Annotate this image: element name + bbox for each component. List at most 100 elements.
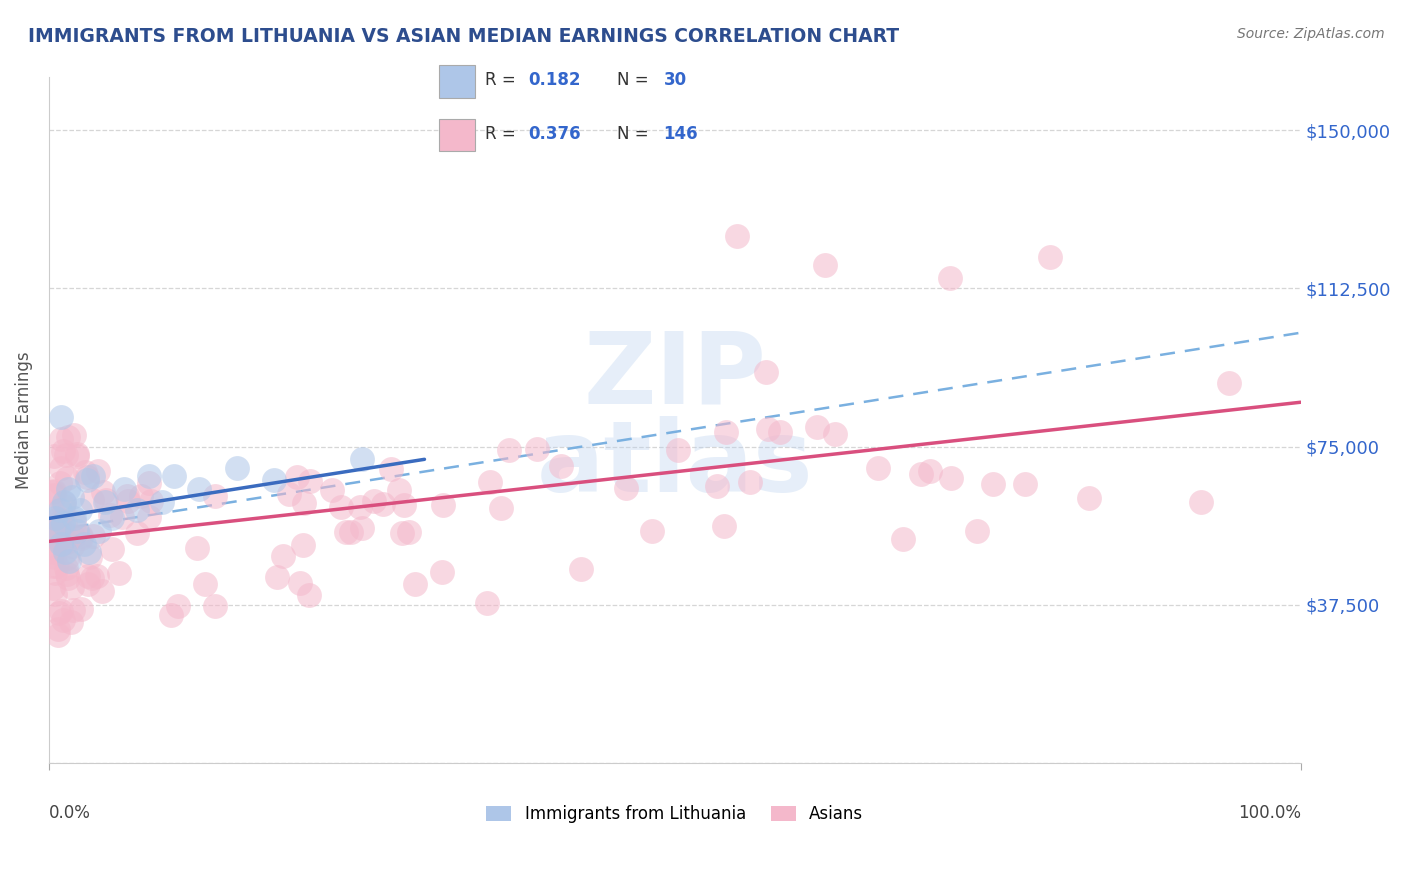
Point [53, 496, 76, 510]
Point [910, 467, 932, 481]
Point [55, 561, 77, 575]
Point [65, 524, 87, 538]
Point [569, 561, 592, 575]
Point [115, 490, 138, 504]
Point [56, 482, 79, 496]
Text: 0.376: 0.376 [529, 125, 581, 143]
Point [117, 493, 139, 508]
Point [349, 500, 371, 514]
Point [51, 515, 73, 529]
Point [138, 509, 160, 524]
Point [939, 271, 962, 285]
Point [56, 430, 79, 444]
Point [266, 570, 288, 584]
Point [46, 524, 69, 538]
Point [108, 566, 131, 580]
Point [526, 442, 548, 456]
Point [55, 448, 77, 462]
Point [432, 498, 454, 512]
Point [806, 419, 828, 434]
Point [641, 524, 664, 538]
Point [66, 450, 89, 464]
Point [51, 537, 73, 551]
Text: N =: N = [617, 71, 654, 89]
Point [46, 628, 69, 642]
Point [70, 529, 93, 543]
Point [292, 496, 315, 510]
Point [204, 599, 226, 613]
Point [404, 577, 426, 591]
Point [394, 498, 416, 512]
Point [51, 410, 73, 425]
Point [52, 443, 75, 458]
Point [1039, 250, 1062, 264]
Point [755, 365, 778, 379]
FancyBboxPatch shape [439, 119, 475, 151]
Point [53, 516, 76, 530]
Point [150, 494, 173, 508]
Point [498, 443, 520, 458]
Text: 0.0%: 0.0% [49, 805, 91, 822]
Text: N =: N = [617, 125, 654, 143]
Point [188, 482, 211, 496]
Point [42, 449, 65, 463]
Point [63, 511, 86, 525]
Point [60, 491, 83, 505]
Point [42, 550, 65, 565]
Point [46, 531, 69, 545]
Text: 30: 30 [664, 71, 686, 89]
Point [125, 525, 148, 540]
Point [966, 524, 988, 538]
Point [814, 258, 837, 272]
Text: R =: R = [485, 71, 522, 89]
Text: IMMIGRANTS FROM LITHUANIA VS ASIAN MEDIAN EARNINGS CORRELATION CHART: IMMIGRANTS FROM LITHUANIA VS ASIAN MEDIA… [28, 27, 900, 45]
FancyBboxPatch shape [439, 65, 475, 98]
Point [48, 525, 70, 540]
Point [388, 483, 411, 497]
Point [263, 474, 285, 488]
Point [112, 482, 135, 496]
Point [292, 538, 315, 552]
Point [983, 477, 1005, 491]
Point [44, 511, 66, 525]
Point [87, 524, 110, 538]
Point [186, 541, 208, 555]
Point [918, 464, 941, 478]
Point [66, 447, 89, 461]
Point [79, 550, 101, 565]
Point [160, 608, 183, 623]
Point [42, 559, 65, 574]
Point [48, 622, 70, 636]
Point [62, 515, 84, 529]
Point [285, 470, 308, 484]
Point [42, 528, 65, 542]
Point [350, 452, 373, 467]
Point [278, 487, 301, 501]
Point [55, 470, 77, 484]
Point [62, 603, 84, 617]
Point [335, 524, 357, 539]
Point [77, 545, 100, 559]
Point [53, 545, 76, 559]
Point [49, 531, 72, 545]
Point [76, 470, 98, 484]
Text: ZIP
atlas: ZIP atlas [537, 327, 813, 514]
Point [42, 545, 65, 559]
Point [740, 475, 762, 489]
Point [51, 604, 73, 618]
Point [339, 524, 361, 539]
Point [893, 532, 915, 546]
Point [42, 528, 65, 542]
Point [62, 428, 84, 442]
Point [91, 583, 114, 598]
Point [52, 613, 75, 627]
Point [48, 606, 70, 620]
Point [868, 461, 890, 475]
Text: 0.182: 0.182 [529, 71, 581, 89]
Point [69, 601, 91, 615]
Point [73, 537, 96, 551]
Point [52, 516, 75, 530]
Point [76, 576, 98, 591]
Point [94, 494, 117, 508]
Point [42, 505, 65, 519]
